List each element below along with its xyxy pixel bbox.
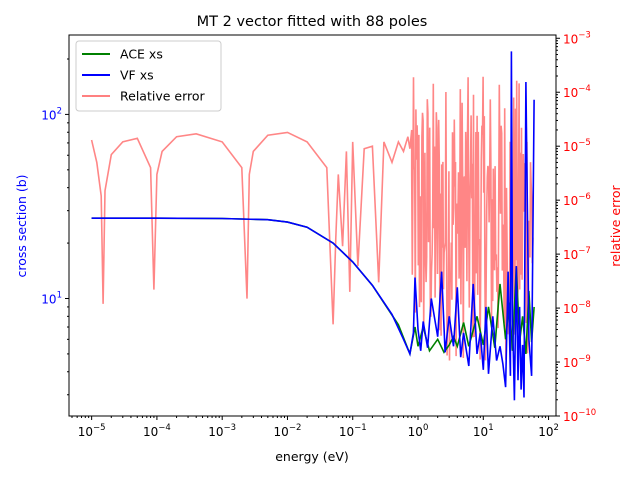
x-tick-label-base: 10 (473, 425, 488, 439)
y-right-tick-label-base: 10 (563, 356, 578, 370)
y-right-tick-label-base: 10 (563, 140, 578, 154)
y-left-tick-label-exponent: 1 (57, 291, 62, 301)
x-tick-label-base: 10 (274, 425, 289, 439)
x-tick-label-exponent: 0 (423, 423, 428, 433)
x-tick-label-exponent: −1 (354, 423, 367, 433)
y-right-tick-label-base: 10 (563, 248, 578, 262)
x-axis: 10−5 10−4 10−3 10−2 10−1 100 101 102 (71, 416, 559, 439)
chart-title: MT 2 vector fitted with 88 poles (197, 14, 428, 30)
y-right-tick-label: 10−3 (563, 30, 591, 46)
series-vf-xs (91, 51, 535, 401)
x-tick-label-exponent: −4 (158, 423, 171, 433)
y-right-tick-label: 10−8 (563, 300, 591, 316)
y-right-tick-label-base: 10 (563, 86, 578, 100)
legend-label: VF xs (120, 68, 154, 83)
y-axis-label-right: relative error (608, 184, 623, 266)
axes-frame (68, 34, 557, 417)
x-tick-label: 102 (538, 423, 559, 439)
x-tick-label-exponent: −2 (289, 423, 302, 433)
y-right-tick-label-base: 10 (563, 194, 578, 208)
x-tick-label-exponent: −3 (224, 423, 237, 433)
y-right-tick-label-exponent: −9 (578, 354, 591, 364)
y-right-tick-label-base: 10 (563, 410, 578, 424)
x-tick-label: 10−1 (339, 423, 367, 439)
y-right-tick-label-exponent: −10 (578, 408, 596, 418)
legend-label: ACE xs (120, 47, 163, 62)
legend-box (75, 40, 222, 112)
y-right-tick-label-exponent: −7 (578, 246, 591, 256)
y-right-tick-label: 10−7 (563, 246, 591, 262)
x-axis-label: energy (eV) (275, 449, 349, 464)
x-tick-label: 10−4 (143, 423, 171, 439)
y-left-tick-label-exponent: 2 (57, 106, 62, 116)
y-left-tick-label-base: 10 (41, 293, 56, 307)
x-tick-label-exponent: −5 (93, 423, 106, 433)
x-tick-label-exponent: 2 (553, 423, 558, 433)
x-tick-label-base: 10 (143, 425, 158, 439)
y-right-tick-label-exponent: −4 (578, 84, 591, 94)
x-tick-label-base: 10 (408, 425, 423, 439)
x-tick-label: 10−2 (274, 423, 302, 439)
x-tick-label-base: 10 (78, 425, 93, 439)
x-tick-label-base: 10 (208, 425, 223, 439)
y-right-tick-label: 10−5 (563, 138, 591, 154)
x-tick-label: 10−3 (208, 423, 236, 439)
y-right-tick-label-base: 10 (563, 302, 578, 316)
y-right-tick-label-exponent: −8 (578, 300, 591, 310)
y-right-tick-label-base: 10 (563, 32, 578, 46)
y-axis-label-left: cross section (b) (14, 174, 29, 277)
x-tick-label: 101 (473, 423, 494, 439)
y-right-tick-label: 10−6 (563, 192, 591, 208)
y-right-tick-label: 10−9 (563, 354, 591, 370)
y-right-tick-label: 10−10 (563, 408, 596, 424)
x-tick-label-base: 10 (339, 425, 354, 439)
x-tick-label: 10−5 (78, 423, 106, 439)
y-left-tick-label: 102 (41, 106, 62, 122)
y-right-tick-label-exponent: −3 (578, 30, 591, 40)
x-tick-label-base: 10 (538, 425, 553, 439)
y-right-tick-label: 10−4 (563, 84, 591, 100)
y-left-tick-label-base: 10 (41, 108, 56, 122)
y-right-tick-label-exponent: −5 (578, 138, 591, 148)
series-layer (90, 51, 535, 401)
y-left-tick-label: 101 (41, 291, 62, 307)
legend: ACE xs VF xs Relative error (75, 40, 222, 112)
legend-label: Relative error (120, 89, 206, 104)
y-right-tick-label-exponent: −6 (578, 192, 591, 202)
x-tick-label: 100 (408, 423, 429, 439)
x-tick-label-exponent: 1 (488, 423, 493, 433)
